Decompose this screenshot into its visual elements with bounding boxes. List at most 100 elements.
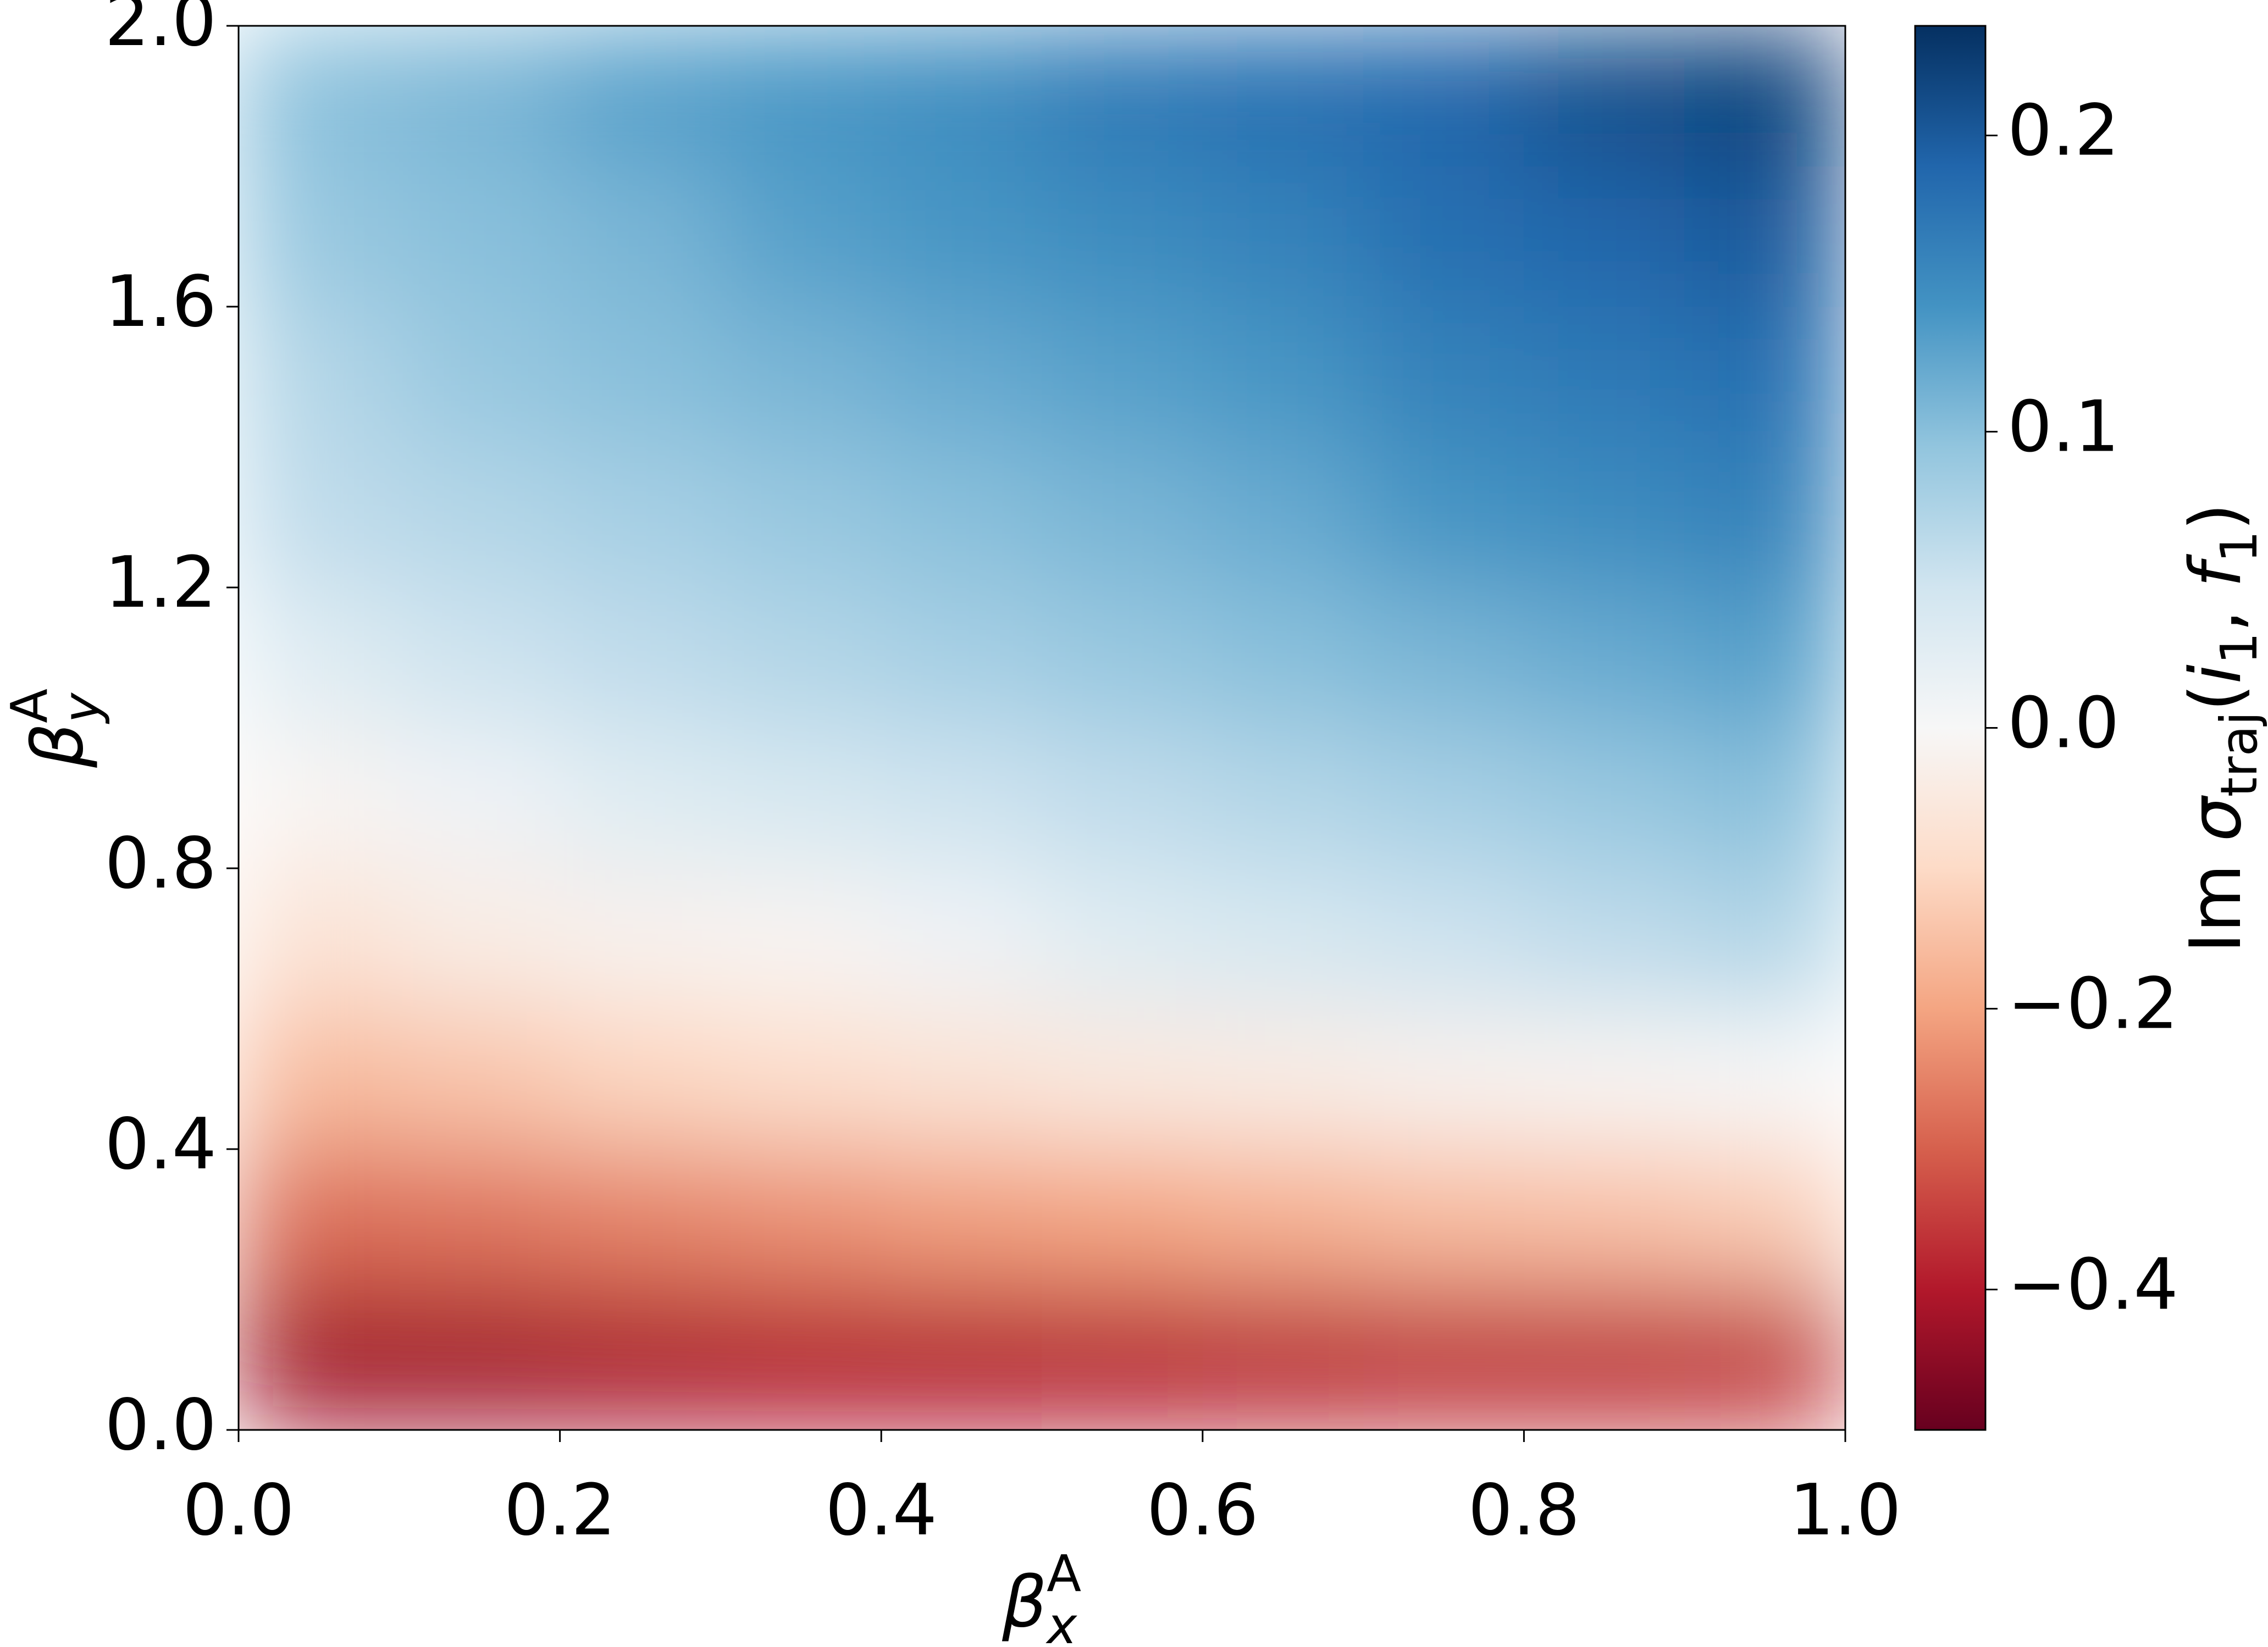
label-part: ( [2175, 684, 2257, 712]
heatmap-cell [1202, 166, 1364, 307]
heatmap-cell [399, 1008, 561, 1150]
colorbar-tick-label: −0.4 [2007, 1244, 2178, 1326]
label-part: traj [2210, 711, 2268, 797]
heatmap-cell [239, 1149, 400, 1290]
x-tick-label: 0.4 [825, 1469, 937, 1551]
heatmap-cell [881, 1149, 1042, 1290]
label-sub: y [52, 692, 111, 724]
heatmap-cell [1363, 1289, 1524, 1430]
heatmap-cell [560, 587, 721, 728]
heatmap-cell [560, 166, 721, 307]
heatmap-cell [1202, 868, 1364, 1009]
x-axis-label: βxA [1002, 1544, 1081, 1647]
label-sup: A [1047, 1544, 1081, 1603]
heatmap-cell [720, 166, 882, 307]
heatmap-cell [239, 447, 400, 588]
heatmap-cell [881, 1008, 1042, 1150]
heatmap-cell [1523, 26, 1685, 167]
heatmap-cell [1042, 26, 1203, 167]
heatmap-cell [399, 26, 561, 167]
heatmap-cell [1202, 1289, 1364, 1430]
heatmap-cell [881, 1289, 1042, 1430]
heatmap-cell [1042, 587, 1203, 728]
heatmap-cell [881, 868, 1042, 1009]
heatmap-cell [720, 728, 882, 869]
label-part: ) [2175, 503, 2257, 530]
heatmap-cell [881, 26, 1042, 167]
x-tick-label: 0.2 [504, 1469, 616, 1551]
heatmap-cell [1684, 447, 1845, 588]
heatmap-cell [1042, 166, 1203, 307]
heatmap-cell [1042, 1008, 1203, 1150]
heatmap-cell [1684, 1149, 1845, 1290]
heatmap-cell [1684, 1008, 1845, 1150]
label-part: i [2175, 664, 2257, 684]
heatmap-cell [720, 26, 882, 167]
heatmap-cell [720, 1008, 882, 1150]
y-tick-label: 0.4 [104, 1103, 217, 1185]
heatmap-cell [1202, 26, 1364, 167]
label-sup: A [0, 689, 59, 723]
heatmap-cell [1363, 1149, 1524, 1290]
axes: 0.0 0.2 0.4 0.6 0.8 1.0 0.0 0.4 0.8 1.2 1.6 2.0 −0.4… [104, 0, 2178, 1551]
heatmap-cell [560, 447, 721, 588]
heatmap-cell [399, 728, 561, 869]
heatmap-cell [1202, 587, 1364, 728]
label-part: σ [2175, 795, 2257, 841]
heatmap [239, 26, 1845, 1430]
y-tick-label: 1.6 [104, 261, 217, 343]
heatmap-cell [1363, 728, 1524, 869]
colorbar-tick-label: 0.1 [2007, 386, 2120, 468]
y-tick-label: 1.2 [104, 542, 217, 624]
heatmap-cell [881, 587, 1042, 728]
heatmap-cell [239, 1008, 400, 1150]
heatmap-cell [720, 1149, 882, 1290]
y-tick-label: 0.0 [104, 1384, 217, 1466]
label-part: Im [2175, 841, 2257, 953]
heatmap-cell [1202, 306, 1364, 447]
heatmap-cell [1042, 447, 1203, 588]
heatmap-cell [1202, 1149, 1364, 1290]
heatmap-cell [720, 1289, 882, 1430]
heatmap-cell [239, 728, 400, 869]
heatmap-cell [399, 306, 561, 447]
heatmap-cell [239, 26, 400, 167]
heatmap-cell [881, 447, 1042, 588]
heatmap-cells [239, 26, 1845, 1430]
heatmap-cell [560, 26, 721, 167]
heatmap-cell [1523, 1149, 1685, 1290]
heatmap-cell [1202, 728, 1364, 869]
x-tick-label: 1.0 [1789, 1469, 1901, 1551]
heatmap-cell [1684, 1289, 1845, 1430]
x-tick-label: 0.8 [1468, 1469, 1580, 1551]
heatmap-cell [1523, 868, 1685, 1009]
heatmap-cell [1042, 728, 1203, 869]
heatmap-cell [881, 728, 1042, 869]
heatmap-cell [720, 868, 882, 1009]
heatmap-cell [1684, 868, 1845, 1009]
heatmap-cell [560, 1008, 721, 1150]
heatmap-cell [399, 587, 561, 728]
heatmap-cell [1523, 447, 1685, 588]
label-part: 1 [2210, 530, 2268, 563]
heatmap-cell [560, 728, 721, 869]
heatmap-cell [560, 1289, 721, 1430]
label-symbol: β [1002, 1562, 1047, 1644]
heatmap-cell [720, 587, 882, 728]
heatmap-cell [239, 587, 400, 728]
heatmap-cell [1684, 26, 1845, 167]
heatmap-cell [1523, 587, 1685, 728]
heatmap-cell [399, 1149, 561, 1290]
heatmap-cell [239, 306, 400, 447]
heatmap-cell [720, 447, 882, 588]
heatmap-cell [1363, 166, 1524, 307]
heatmap-cell [1202, 1008, 1364, 1150]
y-tick-label: 0.8 [104, 823, 217, 905]
heatmap-cell [1363, 1008, 1524, 1150]
heatmap-cell [1042, 1289, 1203, 1430]
heatmap-cell [399, 166, 561, 307]
heatmap-cell [560, 306, 721, 447]
label-sub: x [1046, 1596, 1078, 1647]
heatmap-cell [1363, 868, 1524, 1009]
